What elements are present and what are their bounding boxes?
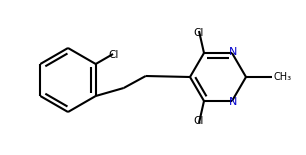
Text: N: N (229, 47, 237, 57)
Text: Cl: Cl (194, 116, 204, 126)
Text: N: N (229, 97, 237, 107)
Text: Cl: Cl (194, 28, 204, 38)
Text: Cl: Cl (109, 50, 119, 60)
Text: CH₃: CH₃ (274, 72, 292, 82)
